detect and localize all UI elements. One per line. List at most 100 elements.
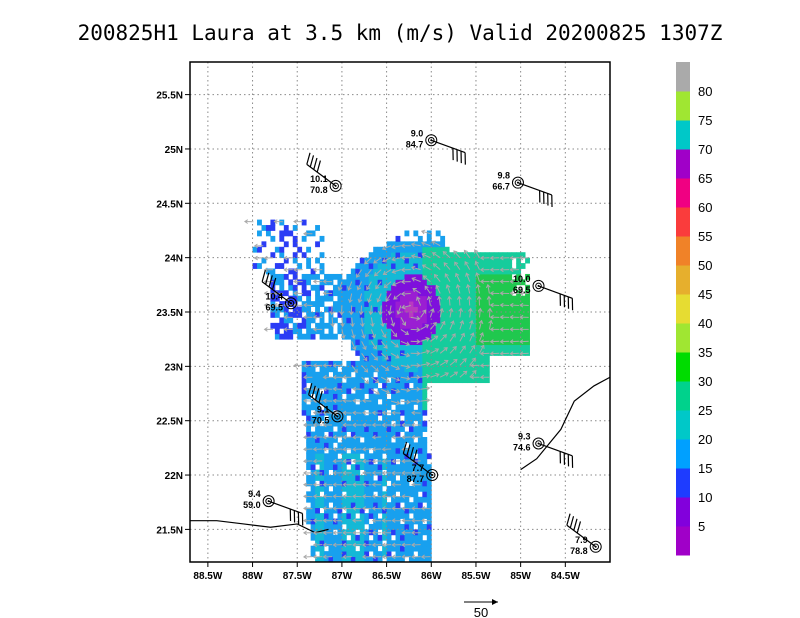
wind-cell xyxy=(306,290,312,297)
wind-cell xyxy=(413,447,419,454)
wind-cell xyxy=(319,518,325,525)
wind-cell xyxy=(480,257,486,264)
wind-cell xyxy=(462,317,468,324)
wind-cell xyxy=(417,382,423,389)
wind-cell xyxy=(350,513,356,519)
wind-cell xyxy=(395,350,401,356)
wind-cell xyxy=(324,496,329,503)
colorbar-label: 80 xyxy=(698,84,712,99)
wind-cell xyxy=(386,415,392,422)
wind-cell xyxy=(408,252,414,259)
wind-cell xyxy=(373,252,379,259)
wind-cell xyxy=(319,513,325,519)
wind-cell xyxy=(328,366,334,373)
wind-cell xyxy=(386,556,392,563)
wind-cell xyxy=(391,317,396,324)
wind-cell xyxy=(408,333,414,340)
wind-cell xyxy=(292,273,298,280)
wind-cell xyxy=(346,540,352,547)
wind-cell xyxy=(341,502,347,509)
wind-cell xyxy=(350,306,356,313)
wind-cell xyxy=(324,464,329,471)
wind-cell xyxy=(341,545,347,552)
wind-cell xyxy=(341,426,347,432)
wind-cell xyxy=(368,252,374,259)
wind-cell xyxy=(422,350,428,356)
wind-cell xyxy=(328,273,334,280)
wind-cell xyxy=(408,246,414,253)
wind-cell xyxy=(391,377,396,384)
wind-cell xyxy=(426,529,432,536)
wind-cell xyxy=(467,328,472,335)
wind-cell xyxy=(422,545,428,552)
wind-cell xyxy=(404,551,410,557)
wind-cell xyxy=(315,382,320,389)
wind-cell xyxy=(350,556,356,563)
wind-cell xyxy=(368,475,374,481)
wind-cell xyxy=(386,328,392,335)
wind-cell xyxy=(391,371,396,378)
wind-cell xyxy=(355,551,361,557)
wind-cell xyxy=(404,507,410,514)
wind-cell xyxy=(359,257,365,264)
wind-cell xyxy=(404,290,410,297)
station-circle xyxy=(284,297,297,310)
wind-cell xyxy=(364,312,370,318)
wind-cell xyxy=(382,339,387,346)
wind-cell xyxy=(400,241,405,248)
wind-cell xyxy=(426,480,432,487)
wind-cell xyxy=(417,366,423,373)
x-tick-label: 88W xyxy=(242,571,263,582)
wind-cell xyxy=(368,371,374,378)
colorbar-label: 5 xyxy=(698,519,705,534)
wind-cell xyxy=(355,388,361,394)
wind-cell xyxy=(328,453,334,460)
wind-barb-flag xyxy=(314,388,320,401)
wind-cell xyxy=(377,284,383,291)
wind-cell xyxy=(391,475,396,481)
wind-cell xyxy=(315,442,320,449)
wind-cell xyxy=(341,301,347,307)
wind-cell xyxy=(364,420,370,427)
wind-barb-flag xyxy=(308,383,313,395)
wind-cell xyxy=(475,268,481,275)
observation-station: 10.069.5 xyxy=(513,274,574,311)
wind-cell xyxy=(373,480,379,487)
wind-cell xyxy=(475,339,481,346)
wind-cell xyxy=(328,507,334,514)
wind-cell xyxy=(502,339,508,346)
y-tick-label: 23N xyxy=(165,362,183,373)
wind-cell xyxy=(368,485,374,492)
wind-cell xyxy=(404,404,410,411)
wind-cell xyxy=(408,485,414,492)
wind-cell xyxy=(395,431,401,438)
wind-cell xyxy=(377,290,383,297)
wind-cell xyxy=(435,279,441,286)
colorbar-swatch xyxy=(676,381,690,411)
wind-cell xyxy=(337,518,343,525)
wind-cell xyxy=(413,513,419,519)
wind-cell xyxy=(310,284,316,291)
wind-cell xyxy=(502,273,508,280)
wind-cell xyxy=(301,284,307,291)
wind-cell xyxy=(458,360,463,367)
station-inner-circle xyxy=(265,497,272,505)
wind-cell xyxy=(382,295,387,302)
colorbar-swatch xyxy=(676,468,690,498)
wind-cell xyxy=(359,273,365,280)
wind-cell xyxy=(395,241,401,248)
wind-cell xyxy=(382,534,387,541)
wind-cell xyxy=(382,502,387,509)
wind-cell xyxy=(386,241,392,248)
wind-cell xyxy=(364,322,370,329)
wind-cell xyxy=(426,284,432,291)
wind-cell xyxy=(417,273,423,280)
wind-cell xyxy=(315,458,320,465)
wind-cell xyxy=(310,458,316,465)
wind-cell xyxy=(507,339,513,346)
wind-cell xyxy=(493,350,499,356)
wind-cell xyxy=(395,355,401,362)
wind-cell xyxy=(426,322,432,329)
wind-cell xyxy=(368,263,374,269)
wind-cell xyxy=(453,339,459,346)
